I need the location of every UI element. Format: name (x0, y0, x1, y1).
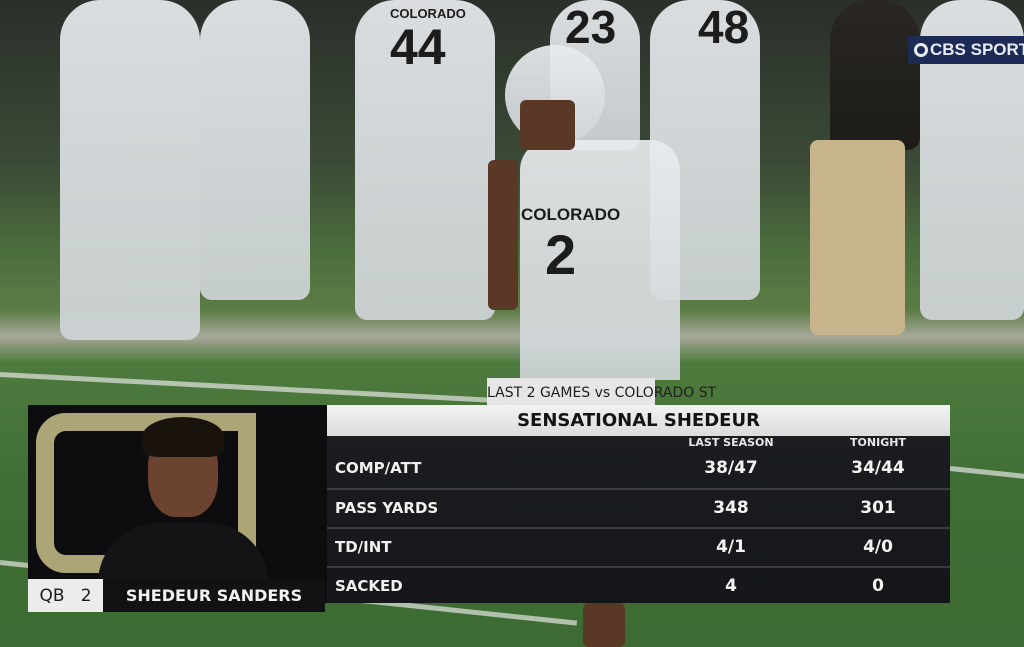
jersey-number: 23 (565, 1, 617, 53)
column-header-tonight: TONIGHT (850, 436, 906, 449)
stat-tonight: 4/0 (863, 537, 893, 557)
stat-label: COMP/ATT (335, 459, 422, 477)
jersey-number: 44 (390, 19, 446, 75)
stat-row: TD/INT 4/1 4/0 (327, 528, 950, 567)
stat-last-season: 38/47 (704, 458, 758, 478)
coach (830, 0, 920, 150)
graphic-subtitle: LAST 2 GAMES vs COLORADO ST (487, 378, 716, 406)
column-header-last-season: LAST SEASON (688, 436, 774, 449)
player (355, 0, 495, 320)
stats-table: LAST SEASON TONIGHT COMP/ATT 38/47 34/44… (327, 436, 950, 603)
quarterback (520, 140, 680, 380)
stat-row: COMP/ATT 38/47 34/44 (327, 449, 950, 488)
network-logo-text: CBS SPORTS (930, 40, 1024, 59)
yard-line (949, 466, 1024, 480)
row-divider (327, 527, 950, 529)
player-headshot (28, 405, 327, 603)
headshot-hair (142, 417, 224, 457)
leg (583, 603, 625, 647)
stat-last-season: 348 (713, 498, 749, 518)
stat-last-season: 4/1 (716, 537, 746, 557)
jersey-text: COLORADO (390, 6, 466, 21)
arm (488, 160, 518, 310)
player (60, 0, 200, 340)
player-name: SHEDEUR SANDERS (103, 579, 325, 612)
row-divider (327, 566, 950, 568)
stat-label: TD/INT (335, 538, 392, 556)
player-position-number: QB 2 (28, 579, 103, 612)
cbs-eye-icon (914, 43, 928, 57)
stat-row: PASS YARDS 348 301 (327, 489, 950, 528)
jersey-number: 48 (698, 1, 750, 53)
jersey-text: COLORADO (521, 205, 621, 224)
stat-tonight: 0 (872, 576, 884, 596)
player (200, 0, 310, 300)
stat-row: SACKED 4 0 (327, 567, 950, 606)
stat-tonight: 34/44 (851, 458, 905, 478)
network-logo: CBS SPORTS (908, 36, 1024, 64)
player-number: 2 (80, 586, 92, 606)
face (520, 100, 575, 150)
stat-label: SACKED (335, 577, 403, 595)
stat-label: PASS YARDS (335, 499, 439, 517)
jersey-number: 2 (545, 223, 577, 286)
yard-line (0, 372, 560, 407)
row-divider (327, 488, 950, 490)
graphic-title: SENSATIONAL SHEDEUR (327, 405, 950, 436)
coach-pants (810, 140, 905, 335)
player-position: QB (39, 586, 65, 606)
stat-last-season: 4 (725, 576, 737, 596)
stat-tonight: 301 (860, 498, 896, 518)
